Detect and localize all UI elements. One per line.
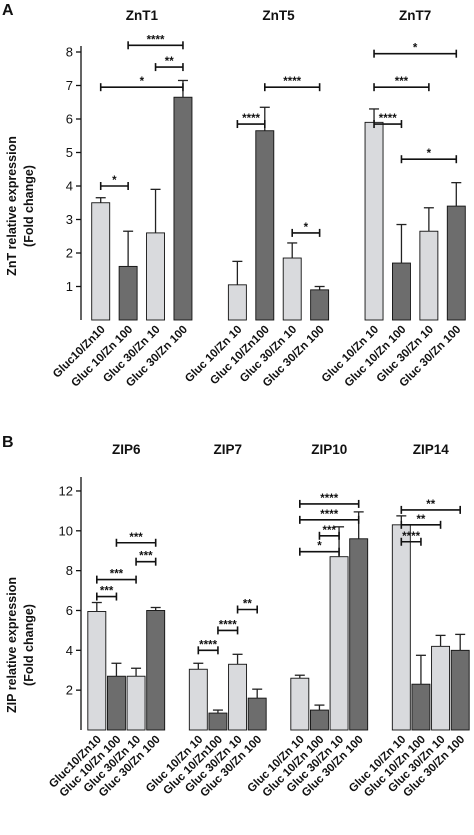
panel-a-label: A [2, 2, 14, 19]
panel-a-ytick-label-4: 4 [66, 179, 73, 194]
panel-a-significance-znt7-3: * [427, 148, 432, 160]
panel-b-bar-zip10-1 [309, 709, 329, 731]
panel-a-bar-znt1-3 [173, 96, 193, 321]
panel-b-significance-zip7-0: **** [199, 639, 217, 651]
panel-b-bar-zip6-2 [126, 675, 146, 731]
panel-b-significance-zip14-2: ** [426, 499, 435, 511]
panel-b-bar-zip7-1 [208, 712, 228, 731]
panel-a-ytick-label-5: 5 [66, 145, 73, 160]
panel-b-ytick-label-2: 2 [66, 683, 73, 698]
panel-b-ytick-label-12: 12 [59, 483, 73, 498]
panel-b-title-zip7: ZIP7 [213, 442, 242, 457]
panel-b-significance-zip6-2: *** [139, 551, 153, 563]
panel-b-ylabel-line2: (Fold change) [22, 604, 36, 686]
panel-b-bar-zip14-0 [391, 524, 411, 731]
panel-a-significance-znt1-0: * [112, 175, 117, 187]
panel-a-bar-znt1-1 [118, 265, 138, 321]
panel-a-ylabel: ZnT relative expression (Fold change) [5, 136, 36, 276]
panel-a-significance-znt1-3: * [140, 76, 145, 88]
panel-b-significance-zip7-1: **** [219, 619, 237, 631]
panel-b-ytick-label-8: 8 [66, 563, 73, 578]
panel-b-bar-zip10-2 [329, 556, 349, 731]
panel-a-bar-znt1-0 [91, 202, 111, 321]
panel-a-significance-znt1-1: **** [147, 34, 165, 46]
panel-b-label: B [2, 434, 14, 451]
panel-a-title-znt1: ZnT1 [126, 8, 159, 23]
panel-b-significance-zip6-3: *** [129, 532, 143, 544]
panel-a-significance-znt5-0: **** [242, 113, 260, 125]
panel-b-bar-zip14-2 [431, 645, 451, 731]
panel-a-significance-znt5-2: * [304, 222, 309, 234]
panel-b-title-zip10: ZIP10 [311, 442, 347, 457]
panel-a-significance-znt7-0: **** [379, 113, 397, 125]
panel-b-bar-zip14-3 [450, 649, 470, 731]
panel-a-bar-znt7-3 [446, 205, 466, 321]
panel-b-title-zip14: ZIP14 [413, 442, 450, 457]
panel-b-bar-zip7-3 [247, 697, 267, 731]
panel-b-bar-zip7-0 [188, 668, 208, 731]
panel-a-ytick-label-7: 7 [66, 78, 73, 93]
panel-b-bar-zip14-1 [411, 683, 431, 731]
panel-b-bar-zip10-3 [349, 538, 369, 731]
panel-b-significance-zip10-3: **** [320, 493, 338, 505]
panel-a-bar-znt1-2 [146, 232, 165, 321]
panel-a-ylabel-line1: ZnT relative expression [5, 136, 19, 276]
panel-b-significance-zip10-1: *** [323, 525, 337, 537]
panel-b-bar-zip6-3 [146, 610, 166, 731]
panel-a-title-znt7: ZnT7 [399, 8, 431, 23]
panel-a-bar-znt5-0 [227, 284, 247, 321]
panel-b-significance-zip6-1: *** [110, 569, 124, 581]
panel-a-ytick-label-6: 6 [66, 112, 73, 127]
panel-a-bar-znt5-2 [282, 257, 302, 321]
panel-b-significance-zip14-1: ** [416, 514, 425, 526]
panel-a-bar-znt7-0 [364, 121, 384, 321]
panel-a-ylabel-line2: (Fold change) [22, 165, 36, 247]
panel-b-bar-zip10-0 [290, 677, 310, 731]
panel-a-ytick-label-8: 8 [66, 45, 73, 60]
panel-b-significance-zip7-2: ** [243, 598, 252, 610]
panel-a-ytick-label-3: 3 [66, 212, 73, 227]
panel-a-ytick-label-2: 2 [66, 246, 73, 261]
panel-a-significance-znt7-1: *** [395, 76, 409, 88]
panel-b-ylabel: ZIP relative expression (Fold change) [5, 577, 36, 713]
panel-b-significance-zip10-2: **** [320, 509, 338, 521]
panel-a-significance-znt1-2: ** [165, 56, 174, 68]
panel-b-title-zip6: ZIP6 [112, 442, 141, 457]
panel-b-ytick-label-10: 10 [59, 523, 73, 538]
panel-a-bar-znt7-1 [392, 262, 411, 321]
panel-b-ytick-label-6: 6 [66, 603, 73, 618]
panel-b-bar-zip6-1 [106, 675, 126, 731]
panel-b-ytick-label-4: 4 [66, 643, 73, 658]
panel-a-bar-znt5-1 [255, 130, 275, 321]
panel-a-ytick-label-1: 1 [66, 279, 73, 294]
panel-b-bar-zip6-0 [87, 611, 107, 731]
panel-a-title-znt5: ZnT5 [262, 8, 295, 23]
panel-b-significance-zip6-0: *** [100, 586, 114, 598]
panel-a-bar-znt7-2 [419, 230, 439, 321]
panel-b-significance-zip10-0: * [317, 541, 322, 553]
panel-a-bar-znt5-3 [310, 289, 330, 321]
panel-b-significance-zip14-0: **** [402, 531, 420, 543]
panel-b-bar-zip7-2 [228, 663, 248, 731]
panel-b-ylabel-line1: ZIP relative expression [5, 577, 19, 713]
panel-a-significance-znt5-1: **** [283, 76, 301, 88]
panel-a-significance-znt7-2: * [413, 43, 418, 55]
